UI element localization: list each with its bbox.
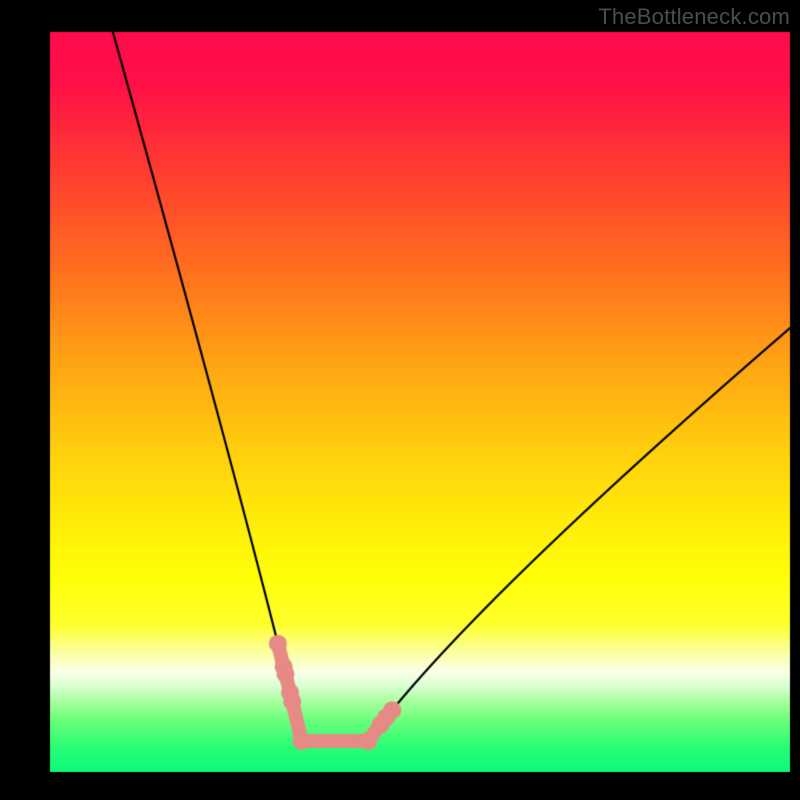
chart-stage: TheBottleneck.com xyxy=(0,0,800,800)
watermark-label: TheBottleneck.com xyxy=(598,4,790,30)
bottleneck-curve-chart xyxy=(0,0,800,800)
